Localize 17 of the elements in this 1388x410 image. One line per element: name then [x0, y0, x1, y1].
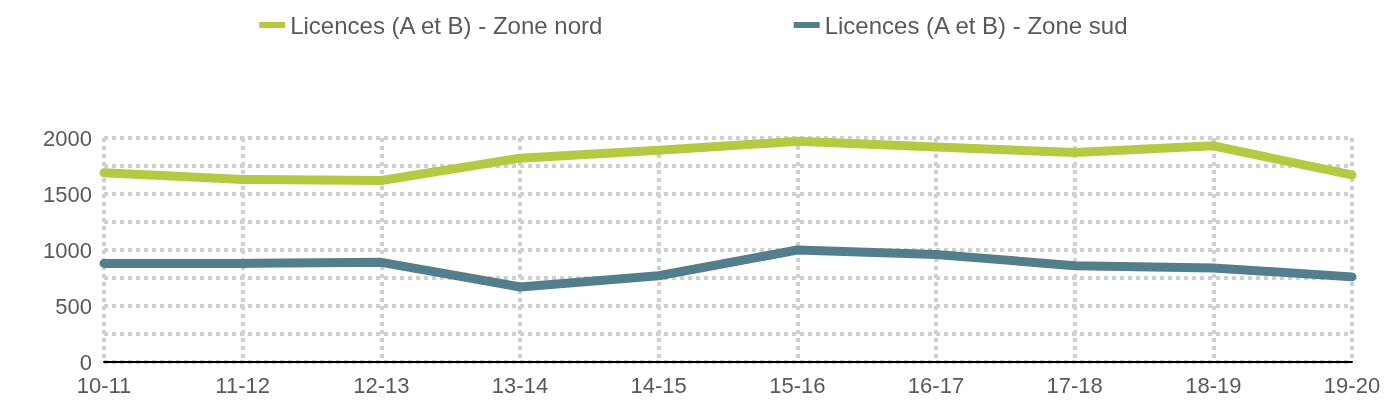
x-tick-label: 11-12 — [215, 372, 270, 398]
x-tick-label: 15-16 — [769, 372, 826, 398]
x-tick-label: 17-18 — [1046, 372, 1103, 398]
y-tick-label: 1500 — [43, 181, 92, 207]
x-tick-label: 10-11 — [76, 372, 132, 398]
y-tick-label: 2000 — [43, 125, 92, 151]
x-tick-label: 12-13 — [353, 372, 410, 398]
x-tick-label: 16-17 — [907, 372, 965, 398]
y-tick-label: 1000 — [43, 237, 92, 263]
legend-label: Licences (A et B) - Zone sud — [824, 11, 1128, 39]
y-tick-label: 500 — [55, 293, 92, 319]
x-tick-label: 19-20 — [1323, 372, 1381, 398]
legend-label: Licences (A et B) - Zone nord — [290, 11, 603, 39]
x-tick-label: 14-15 — [630, 372, 687, 398]
x-tick-label: 13-14 — [491, 372, 549, 398]
y-tick-label: 0 — [79, 349, 92, 375]
x-tick-label: 18-19 — [1185, 372, 1242, 398]
